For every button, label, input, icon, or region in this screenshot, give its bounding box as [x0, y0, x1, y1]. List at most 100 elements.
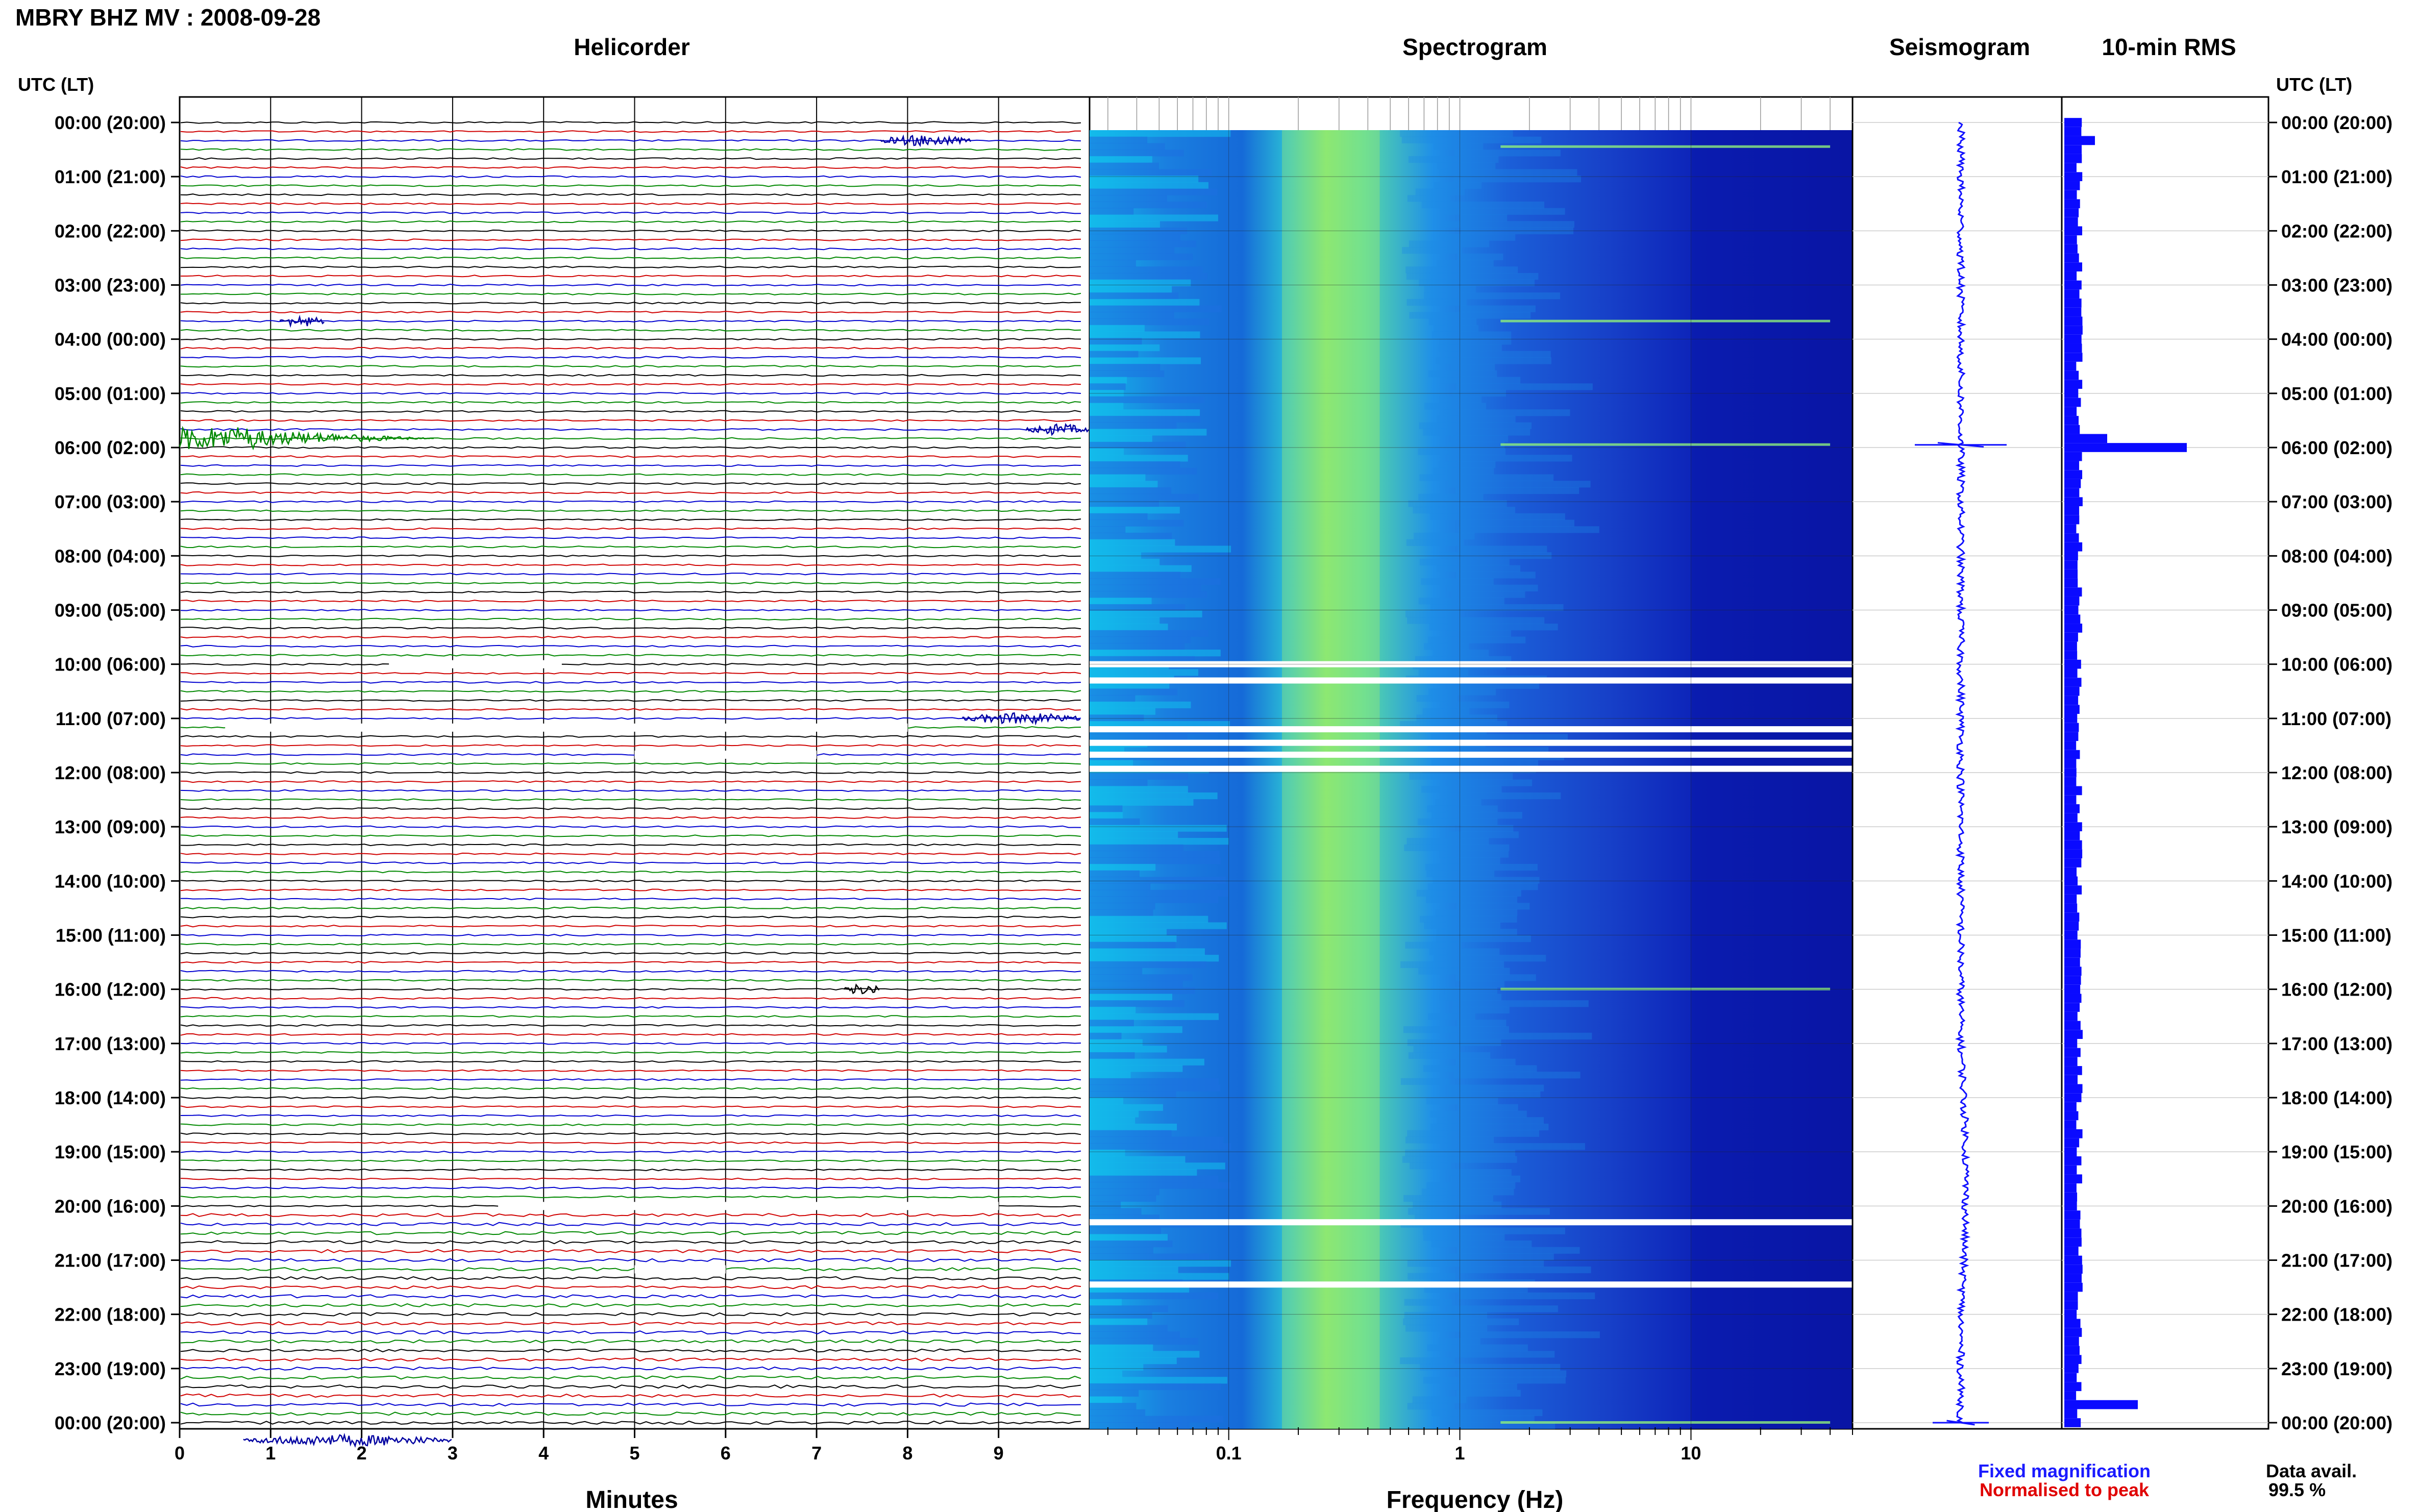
- spectrogram-xtick-label: 1: [1455, 1443, 1465, 1464]
- rms-bar: [2064, 822, 2082, 832]
- helicorder-trace: [180, 1249, 1081, 1253]
- spectrogram-gap: [1090, 1281, 1853, 1288]
- helicorder-trace: [180, 482, 1081, 485]
- rms-bar: [2064, 307, 2082, 317]
- spectrogram-row: [1460, 214, 1508, 221]
- helicorder-trace: [181, 292, 1081, 295]
- spectrogram-row: [1413, 1201, 1502, 1208]
- spectrogram-row: [1090, 1253, 1210, 1260]
- rms-bar: [2064, 569, 2078, 579]
- spectrogram-row: [1449, 455, 1572, 462]
- spectrogram-row: [1403, 1195, 1494, 1202]
- spectrogram-row: [1403, 1318, 1519, 1325]
- spectrogram-gap: [1090, 765, 1853, 772]
- spectrogram-row: [1452, 591, 1525, 598]
- helicorder-trace: [180, 211, 1081, 214]
- spectrogram-row: [1450, 1175, 1521, 1182]
- spectrogram-row: [1418, 598, 1504, 605]
- spectrogram-row: [1461, 825, 1514, 832]
- rms-bar: [2064, 686, 2080, 696]
- spectrogram-row: [1455, 572, 1536, 579]
- helicorder-trace: [180, 617, 1081, 621]
- spectrogram-row: [1090, 714, 1144, 722]
- helicorder-trace: [180, 861, 1081, 864]
- helicorder-trace: [180, 374, 1081, 377]
- spectrogram-row: [1461, 227, 1574, 235]
- spectrogram-row: [1090, 1032, 1122, 1039]
- spectrogram-row: [1406, 838, 1489, 845]
- rms-bar: [2064, 479, 2081, 488]
- helicorder-trace: [180, 608, 1081, 612]
- time-label-right: 22:00 (18:00): [2281, 1304, 2392, 1325]
- spectrogram-row: [1429, 948, 1500, 955]
- spectrogram-row: [1090, 351, 1139, 358]
- spectrogram-row: [1090, 162, 1159, 169]
- rms-bar: [2064, 1048, 2081, 1057]
- rms-bar: [2064, 1038, 2078, 1048]
- spectrogram-row: [1090, 889, 1228, 897]
- helicorder-trace: [180, 997, 1081, 1000]
- helicorder-trace: [180, 852, 1081, 855]
- helicorder-trace: [180, 283, 1081, 287]
- spectrogram-row: [1090, 1403, 1137, 1410]
- spectrogram-row: [1406, 299, 1467, 306]
- rms-bar: [2064, 1102, 2077, 1111]
- helicorder-trace: [180, 148, 1081, 151]
- spectrogram-row: [1090, 779, 1148, 786]
- spectrogram-row: [1405, 941, 1462, 949]
- spectrogram-row: [1409, 240, 1490, 247]
- spectrogram-row: [1090, 377, 1127, 384]
- spectrogram-row: [1090, 1292, 1218, 1299]
- helicorder-trace: [180, 1231, 1081, 1235]
- spectrogram-row: [1090, 1364, 1144, 1371]
- rms-bar: [2064, 732, 2079, 741]
- helicorder-trace: [180, 1339, 1081, 1344]
- spectrogram-row: [1426, 1098, 1498, 1105]
- spectrogram-row: [1408, 1208, 1550, 1215]
- spectrogram-row: [1441, 552, 1552, 559]
- spectrogram-row: [1090, 214, 1218, 221]
- spectrogram-row: [1455, 383, 1593, 390]
- rms-bar: [2064, 407, 2077, 416]
- time-label-left: 15:00 (11:00): [56, 925, 166, 946]
- spectrogram-row: [1421, 1188, 1514, 1196]
- spectrogram-row: [1445, 351, 1551, 358]
- spectrogram-row: [1420, 578, 1494, 585]
- rms-bar: [2064, 1147, 2077, 1157]
- spectrogram-row: [1421, 201, 1544, 209]
- helicorder-trace: [180, 1303, 1081, 1307]
- rms-bar: [2064, 750, 2080, 759]
- spectrogram-row: [1090, 799, 1194, 806]
- helicorder-trace: [180, 1285, 1081, 1290]
- helicorder-trace: [180, 1015, 1081, 1018]
- spectrogram-row: [1414, 532, 1475, 540]
- spectrogram-row: [1407, 1403, 1454, 1410]
- rms-bar: [2064, 1355, 2082, 1364]
- rms-bar: [2064, 1011, 2078, 1021]
- rms-bar: [2064, 596, 2080, 606]
- helicorder-trace: [180, 338, 1081, 341]
- rms-bar: [2064, 777, 2077, 786]
- helicorder-trace: [181, 157, 1081, 160]
- spectrogram-row: [1426, 896, 1518, 903]
- spectrogram-row: [1090, 617, 1160, 624]
- helicorder-trace: [180, 771, 1081, 774]
- spectrogram-row: [1457, 253, 1503, 260]
- spectrogram-row: [1090, 415, 1201, 423]
- helicorder-trace: [180, 500, 1081, 503]
- rms-bar: [2064, 524, 2077, 534]
- helicorder-trace: [180, 392, 1081, 395]
- spectrogram-row: [1090, 156, 1152, 163]
- spectrogram-row: [1090, 656, 1195, 663]
- rms-bar: [2064, 542, 2083, 552]
- helicorder-trace: [180, 581, 1081, 585]
- helicorder-trace: [180, 816, 1081, 820]
- rms-bar: [2064, 1319, 2081, 1328]
- spectrogram-row: [1442, 221, 1574, 228]
- spectrogram-row: [1090, 1377, 1227, 1384]
- helicorder-trace: [180, 1168, 1081, 1172]
- time-label-right: 09:00 (05:00): [2281, 600, 2392, 621]
- time-label-left: 18:00 (14:00): [55, 1087, 166, 1108]
- spectrogram-row: [1406, 539, 1464, 546]
- spectrogram-row: [1090, 877, 1226, 884]
